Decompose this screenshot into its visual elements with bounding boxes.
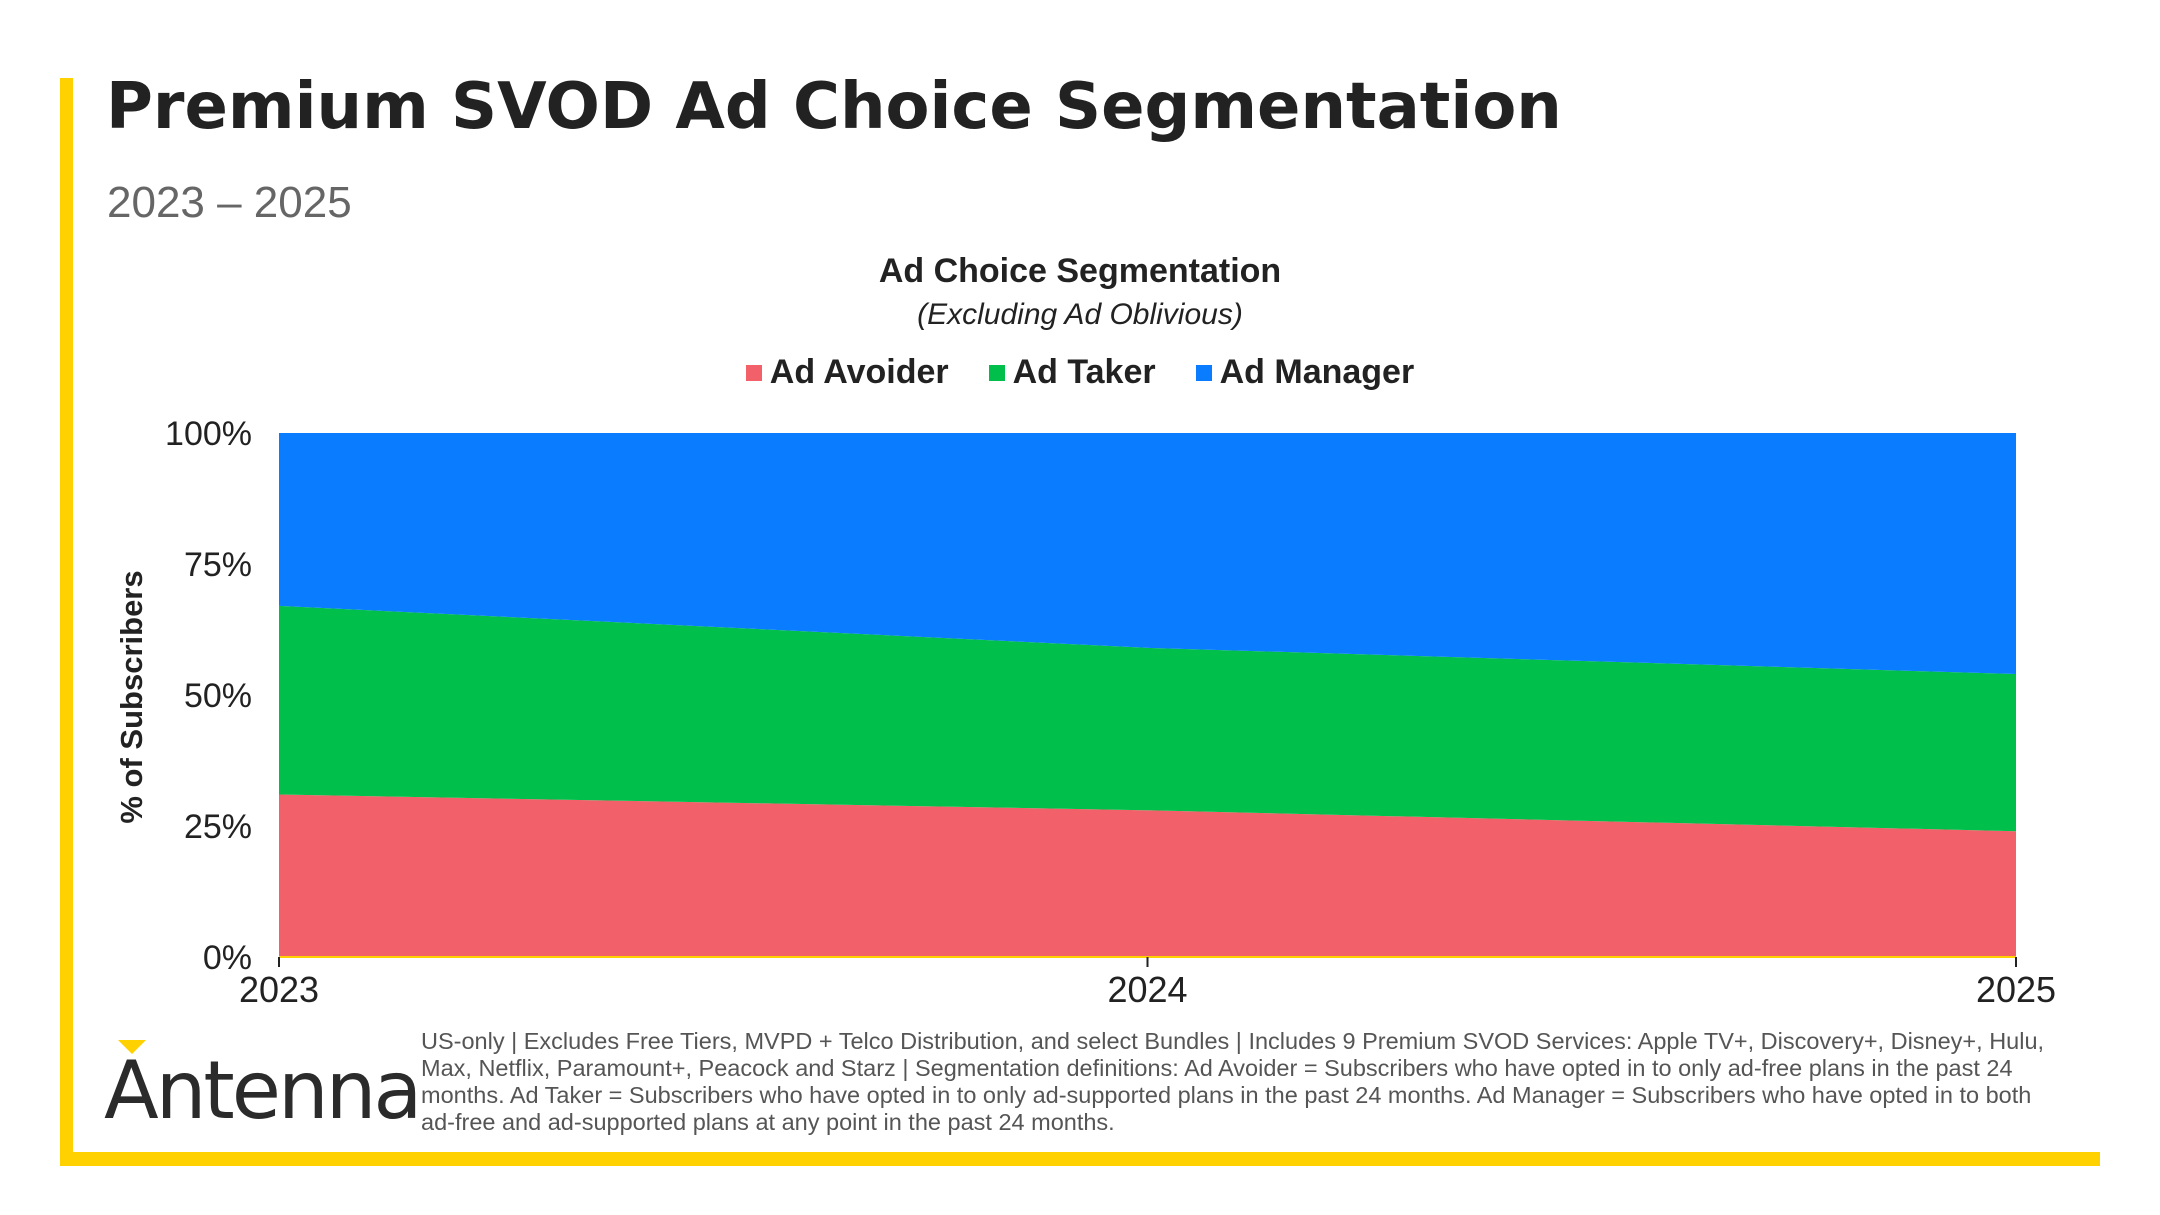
y-tick-label: 100% [165,415,252,453]
legend-label-ad-taker: Ad Taker [1012,353,1156,391]
legend-item-ad-manager: Ad Manager [1195,353,1415,392]
x-tick-label: 2023 [239,969,319,1010]
y-tick-label: 50% [184,677,252,715]
area-ad-manager [279,433,2016,675]
legend-swatch-ad-taker [988,364,1005,381]
legend-item-ad-taker: Ad Taker [988,353,1156,392]
x-tick-label: 2025 [1976,969,2056,1010]
frame-border-left [60,78,73,1165]
page-title: Premium SVOD Ad Choice Segmentation [106,70,1562,144]
chart-title: Ad Choice Segmentation [878,252,1282,290]
legend-label-ad-avoider: Ad Avoider [769,353,949,391]
legend-swatch-ad-manager [1195,364,1212,381]
legend-label-ad-manager: Ad Manager [1219,353,1415,391]
chart-legend: Ad Avoider Ad Taker Ad Manager [0,353,2160,392]
page-subtitle: 2023 – 2025 [107,178,352,227]
area-ad-avoider [279,794,2016,957]
y-tick-label: 0% [203,939,252,977]
chart-subtitle: (Excluding Ad Oblivious) [917,298,1243,331]
y-tick-label: 75% [184,546,252,584]
y-tick-label: 25% [184,808,252,846]
x-tick-label: 2024 [1107,969,1187,1010]
legend-swatch-ad-avoider [745,364,762,381]
y-axis-label: % of Subscribers [114,570,149,824]
footnote: US-only | Excludes Free Tiers, MVPD + Te… [421,1028,2045,1135]
area-ad-taker [279,605,2016,832]
legend-item-ad-avoider: Ad Avoider [745,353,949,392]
antenna-logo: Antenna [104,1044,422,1137]
frame-border-bottom [60,1152,2100,1166]
logo-accent-triangle-icon [118,1040,146,1054]
